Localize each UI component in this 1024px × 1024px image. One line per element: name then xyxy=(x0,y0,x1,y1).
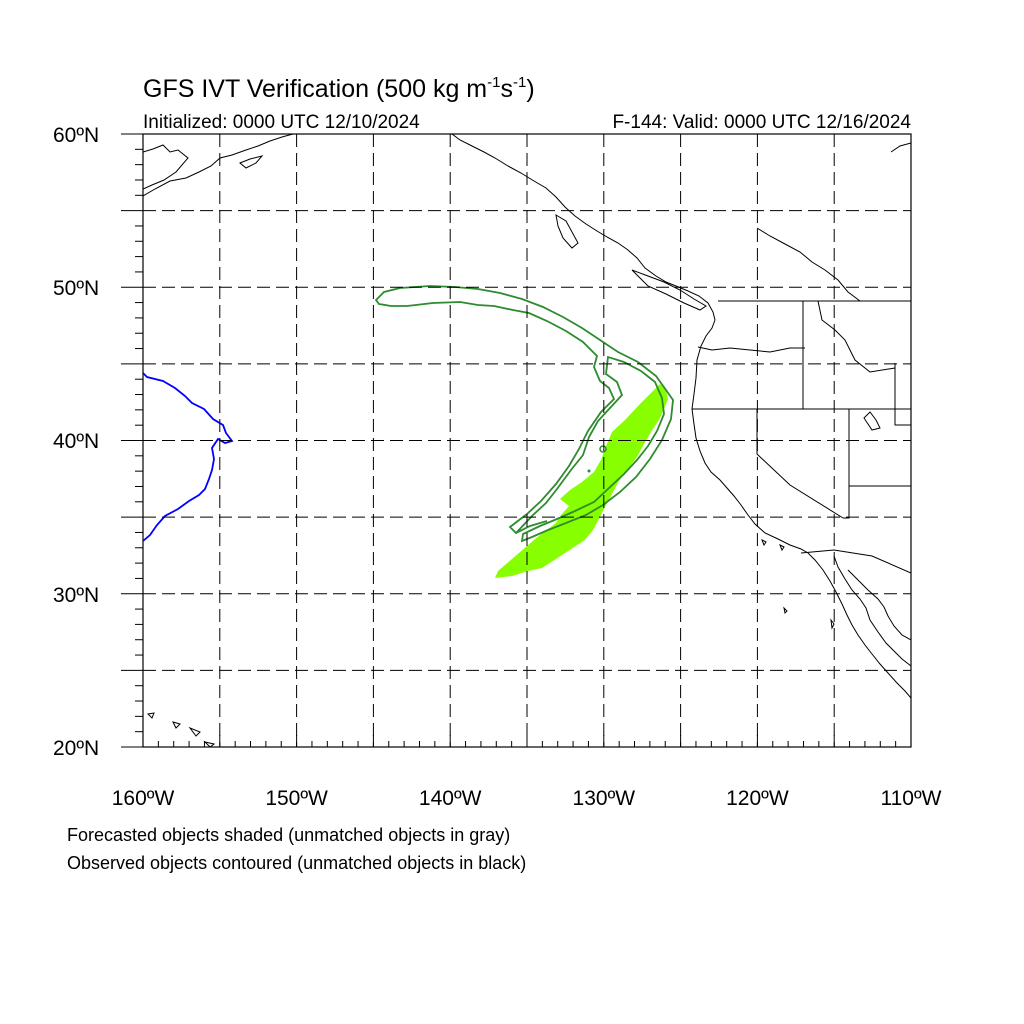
forecast-note: Forecasted objects shaded (unmatched obj… xyxy=(67,825,511,845)
lat-label-30: 30ºN xyxy=(53,584,99,607)
lon-label-150w: 150ºW xyxy=(265,787,328,810)
initialized-label: Initialized: 0000 UTC 12/10/2024 xyxy=(143,112,420,133)
lat-label-60: 60ºN xyxy=(53,124,99,147)
observed-dot xyxy=(587,469,591,473)
valid-label: F-144: Valid: 0000 UTC 12/16/2024 xyxy=(612,112,911,133)
lat-label-40: 40ºN xyxy=(53,430,99,453)
unmatched-observed-contour xyxy=(143,372,234,542)
lon-label-120w: 120ºW xyxy=(726,787,789,810)
observed-small-contour xyxy=(599,445,607,453)
observed-note: Observed objects contoured (unmatched ob… xyxy=(67,853,527,873)
lon-label-110w: 110ºW xyxy=(881,787,942,810)
lon-label-140w: 140ºW xyxy=(419,787,482,810)
lat-label-20: 20ºN xyxy=(53,737,99,760)
lon-label-130w: 130ºW xyxy=(573,787,636,810)
lat-label-50: 50ºN xyxy=(53,277,99,300)
observed-ivt-contour xyxy=(374,285,674,543)
lon-label-160w: 160ºW xyxy=(112,787,175,810)
grid-lines xyxy=(143,134,911,747)
figure-title: GFS IVT Verification (500 kg m-1s-1) xyxy=(143,74,535,103)
axis-ticks xyxy=(121,133,912,748)
forecast-ivt-object xyxy=(495,384,668,578)
